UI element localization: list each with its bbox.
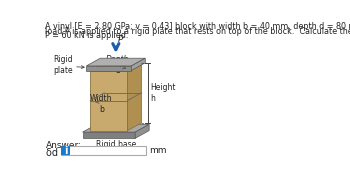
- Bar: [61, 146, 70, 155]
- Bar: [61, 146, 146, 155]
- Text: Height
h: Height h: [151, 83, 176, 103]
- Text: load P is applied to a rigid plate that rests on top of the block.  Calculate th: load P is applied to a rigid plate that …: [45, 27, 350, 36]
- Text: δd =: δd =: [46, 147, 69, 158]
- Text: i: i: [64, 146, 67, 156]
- Polygon shape: [135, 124, 149, 138]
- Bar: [83, 132, 135, 138]
- Polygon shape: [131, 58, 145, 70]
- Text: Width
b: Width b: [90, 93, 113, 114]
- Text: Rigid base: Rigid base: [96, 140, 136, 149]
- Bar: [86, 66, 131, 70]
- Text: mm: mm: [149, 146, 167, 155]
- Polygon shape: [127, 63, 141, 131]
- Polygon shape: [90, 63, 141, 70]
- Polygon shape: [83, 124, 149, 132]
- Text: Rigid
plate: Rigid plate: [54, 55, 73, 75]
- Polygon shape: [86, 58, 145, 66]
- Text: P = 60 kN is applied.: P = 60 kN is applied.: [45, 31, 129, 40]
- Text: A vinyl [E = 2.80 GPa; v = 0.43] block with width b = 40 mm, depth d = 80 mm, an: A vinyl [E = 2.80 GPa; v = 0.43] block w…: [45, 22, 350, 31]
- Text: Depth
d: Depth d: [106, 55, 130, 75]
- Bar: [90, 70, 127, 131]
- Text: Answer:: Answer:: [46, 141, 82, 150]
- Text: P: P: [117, 35, 123, 44]
